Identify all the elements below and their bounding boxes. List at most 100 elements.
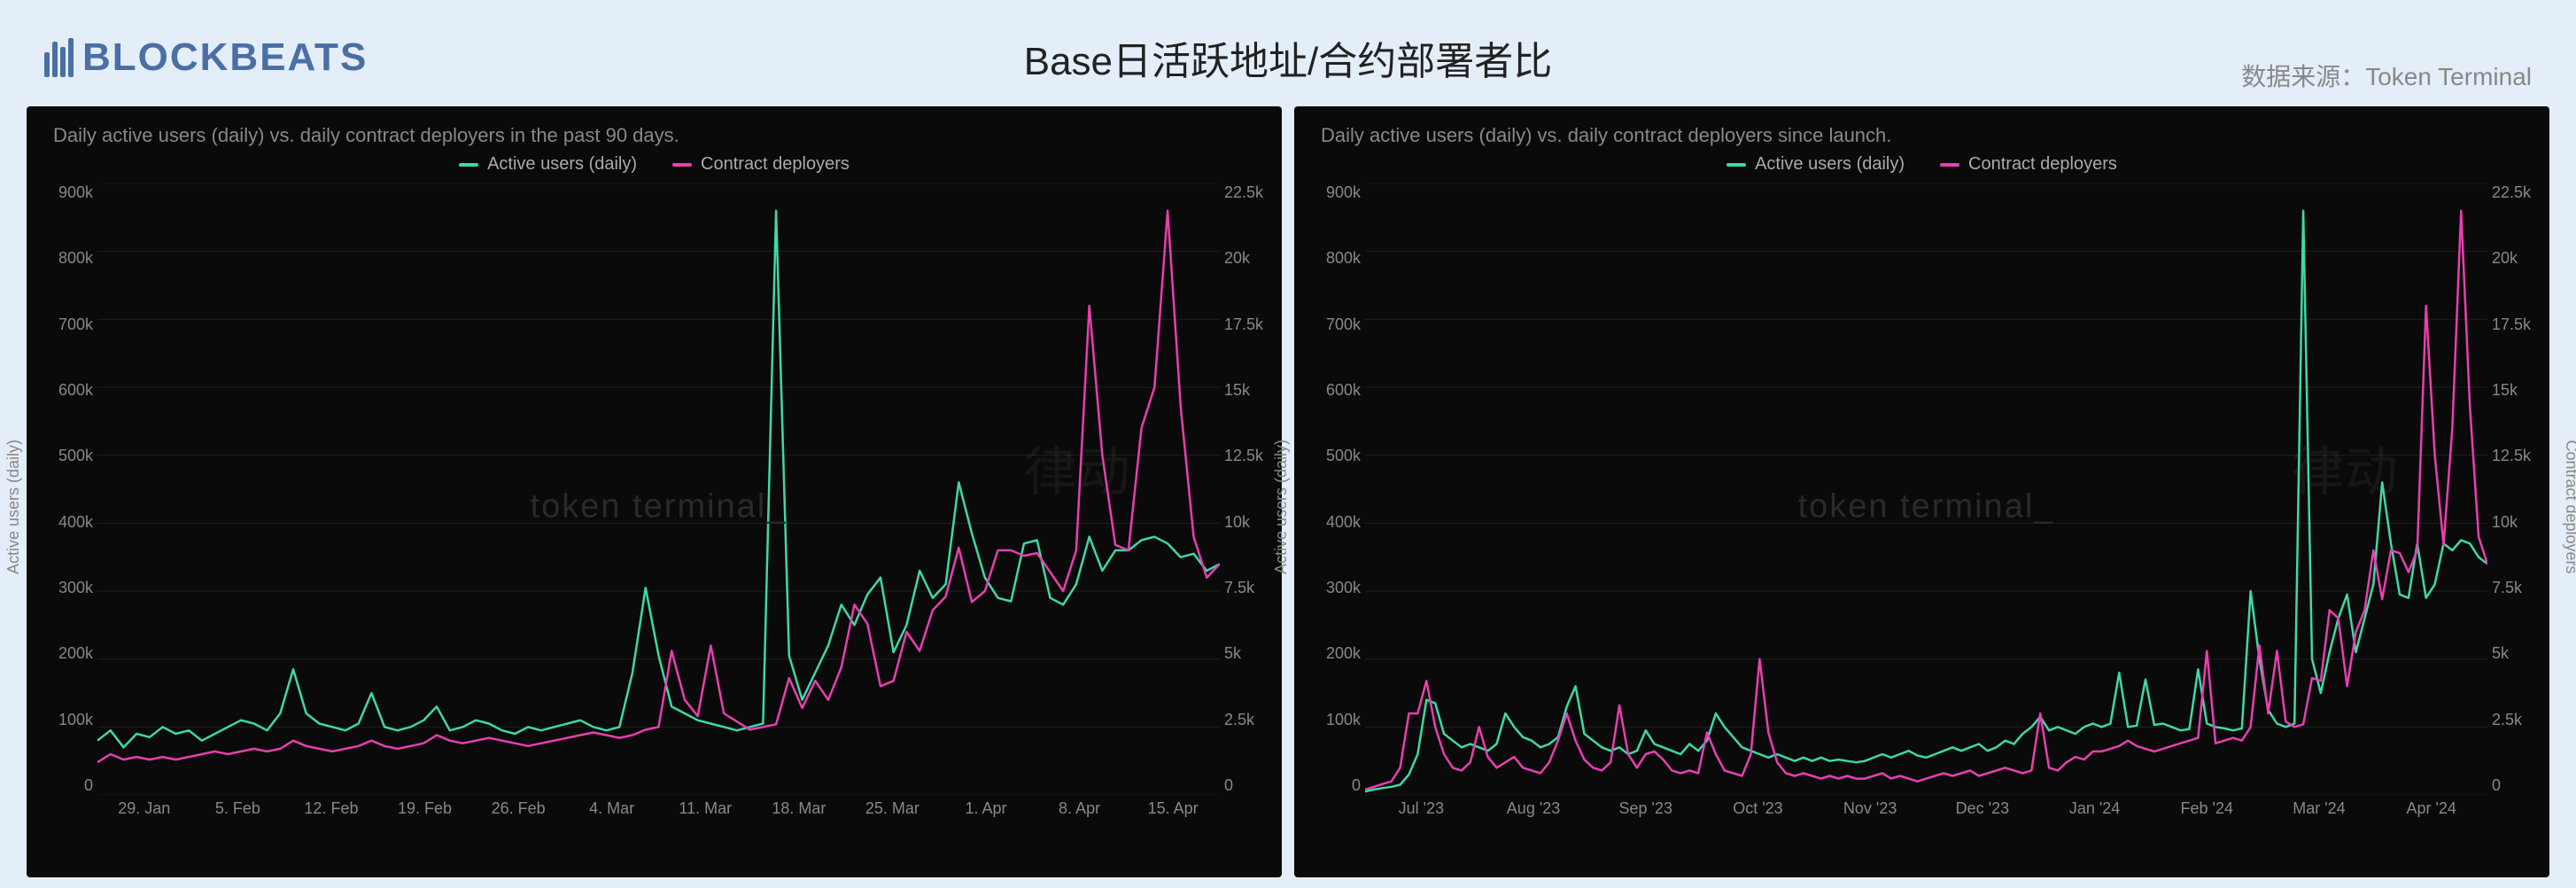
axis-tick: Jul '23 xyxy=(1365,799,1478,830)
axis-tick: 2.5k xyxy=(2492,711,2545,729)
axis-tick: 1. Apr xyxy=(939,799,1033,830)
legend-item-deployers: Contract deployers xyxy=(672,154,850,175)
legend-label: Contract deployers xyxy=(1968,154,2117,175)
logo-text: BLOCKBEATS xyxy=(82,35,368,80)
axis-tick: 12. Feb xyxy=(284,799,378,830)
x-axis: 29. Jan5. Feb12. Feb19. Feb26. Feb4. Mar… xyxy=(97,799,1220,830)
axis-tick: 400k xyxy=(1307,513,1361,532)
plot-area: Active users (daily) Contract deployers … xyxy=(1365,183,2487,830)
axis-tick: 17.5k xyxy=(2492,315,2545,334)
y-axis-right-label: Contract deployers xyxy=(2562,440,2576,573)
axis-tick: 15. Apr xyxy=(1126,799,1220,830)
legend-item-active: Active users (daily) xyxy=(459,154,637,175)
chart-legend: Active users (daily) Contract deployers xyxy=(35,154,1273,175)
axis-tick: 12.5k xyxy=(1224,447,1277,465)
axis-tick: 8. Apr xyxy=(1033,799,1127,830)
axis-tick: 26. Feb xyxy=(471,799,565,830)
axis-tick: Nov '23 xyxy=(1814,799,1927,830)
header: BLOCKBEATS Base日活跃地址/合约部署者比 数据来源：Token T… xyxy=(0,0,2576,106)
legend-label: Active users (daily) xyxy=(1755,154,1905,175)
axis-tick: 22.5k xyxy=(1224,183,1277,202)
axis-tick: 0 xyxy=(1224,776,1277,795)
axis-tick: 900k xyxy=(40,183,93,202)
axis-tick: 10k xyxy=(2492,513,2545,532)
y-axis-left-label: Active users (daily) xyxy=(1272,440,1291,574)
axis-tick: 29. Jan xyxy=(97,799,191,830)
axis-tick: 10k xyxy=(1224,513,1277,532)
axis-tick: 18. Mar xyxy=(752,799,846,830)
axis-tick: 100k xyxy=(40,711,93,729)
axis-tick: 500k xyxy=(40,447,93,465)
axis-tick: 2.5k xyxy=(1224,711,1277,729)
axis-tick: 900k xyxy=(1307,183,1361,202)
axis-tick: 100k xyxy=(1307,711,1361,729)
chart-panel-90days: Daily active users (daily) vs. daily con… xyxy=(27,106,1282,877)
axis-tick: 200k xyxy=(40,644,93,663)
axis-tick: 4. Mar xyxy=(565,799,659,830)
axis-tick: 0 xyxy=(2492,776,2545,795)
chart-panel-since-launch: Daily active users (daily) vs. daily con… xyxy=(1294,106,2549,877)
axis-tick: 20k xyxy=(2492,249,2545,268)
axis-tick: 300k xyxy=(1307,579,1361,597)
axis-tick: 200k xyxy=(1307,644,1361,663)
legend-swatch-deployers xyxy=(1940,163,1959,167)
axis-tick: 700k xyxy=(1307,315,1361,334)
chart-subtitle: Daily active users (daily) vs. daily con… xyxy=(35,124,1273,147)
axis-tick: 15k xyxy=(2492,381,2545,400)
chart-svg xyxy=(1365,183,2487,795)
axis-tick: 400k xyxy=(40,513,93,532)
axis-tick: 12.5k xyxy=(2492,447,2545,465)
axis-tick: Mar '24 xyxy=(2263,799,2376,830)
y-axis-right: 22.5k 20k 17.5k 15k 12.5k 10k 7.5k 5k 2.5k 0 xyxy=(2492,183,2545,795)
axis-tick: 20k xyxy=(1224,249,1277,268)
chart-svg xyxy=(97,183,1220,795)
axis-tick: 5. Feb xyxy=(191,799,285,830)
legend-label: Contract deployers xyxy=(701,154,850,175)
axis-tick: 19. Feb xyxy=(378,799,472,830)
axis-tick: 5k xyxy=(2492,644,2545,663)
axis-tick: 25. Mar xyxy=(846,799,940,830)
legend-swatch-deployers xyxy=(672,163,692,167)
axis-tick: 600k xyxy=(1307,381,1361,400)
legend-item-active: Active users (daily) xyxy=(1726,154,1905,175)
axis-tick: Dec '23 xyxy=(1927,799,2039,830)
axis-tick: Sep '23 xyxy=(1589,799,1702,830)
legend-label: Active users (daily) xyxy=(487,154,637,175)
page-title: Base日活跃地址/合约部署者比 xyxy=(1024,29,1553,86)
axis-tick: Apr '24 xyxy=(2375,799,2487,830)
data-source: 数据来源：Token Terminal xyxy=(2241,58,2532,93)
axis-tick: 11. Mar xyxy=(658,799,752,830)
y-axis-right: 22.5k 20k 17.5k 15k 12.5k 10k 7.5k 5k 2.5k 0 xyxy=(1224,183,1277,795)
axis-tick: 0 xyxy=(1307,776,1361,795)
axis-tick: 800k xyxy=(40,249,93,268)
axis-tick: 500k xyxy=(1307,447,1361,465)
legend-item-deployers: Contract deployers xyxy=(1940,154,2117,175)
axis-tick: Feb '24 xyxy=(2151,799,2263,830)
legend-swatch-active xyxy=(1726,163,1746,167)
axis-tick: Oct '23 xyxy=(1702,799,1814,830)
chart-subtitle: Daily active users (daily) vs. daily con… xyxy=(1303,124,2541,147)
axis-tick: Aug '23 xyxy=(1478,799,1590,830)
axis-tick: 15k xyxy=(1224,381,1277,400)
y-axis-left-label: Active users (daily) xyxy=(4,440,23,574)
axis-tick: 800k xyxy=(1307,249,1361,268)
logo-icon xyxy=(44,38,74,77)
axis-tick: 700k xyxy=(40,315,93,334)
axis-tick: 7.5k xyxy=(1224,579,1277,597)
plot-area: Active users (daily) Contract deployers … xyxy=(97,183,1220,830)
axis-tick: 5k xyxy=(1224,644,1277,663)
charts-row: Daily active users (daily) vs. daily con… xyxy=(0,106,2576,877)
logo: BLOCKBEATS xyxy=(44,35,368,80)
axis-tick: 7.5k xyxy=(2492,579,2545,597)
axis-tick: 17.5k xyxy=(1224,315,1277,334)
y-axis-left: 900k 800k 700k 600k 500k 400k 300k 200k 100k 0 xyxy=(1307,183,1361,795)
y-axis-left: 900k 800k 700k 600k 500k 400k 300k 200k 100k 0 xyxy=(40,183,93,795)
chart-legend: Active users (daily) Contract deployers xyxy=(1303,154,2541,175)
axis-tick: Jan '24 xyxy=(2038,799,2151,830)
axis-tick: 300k xyxy=(40,579,93,597)
legend-swatch-active xyxy=(459,163,478,167)
axis-tick: 600k xyxy=(40,381,93,400)
axis-tick: 22.5k xyxy=(2492,183,2545,202)
axis-tick: 0 xyxy=(40,776,93,795)
x-axis: Jul '23Aug '23Sep '23Oct '23Nov '23Dec '… xyxy=(1365,799,2487,830)
